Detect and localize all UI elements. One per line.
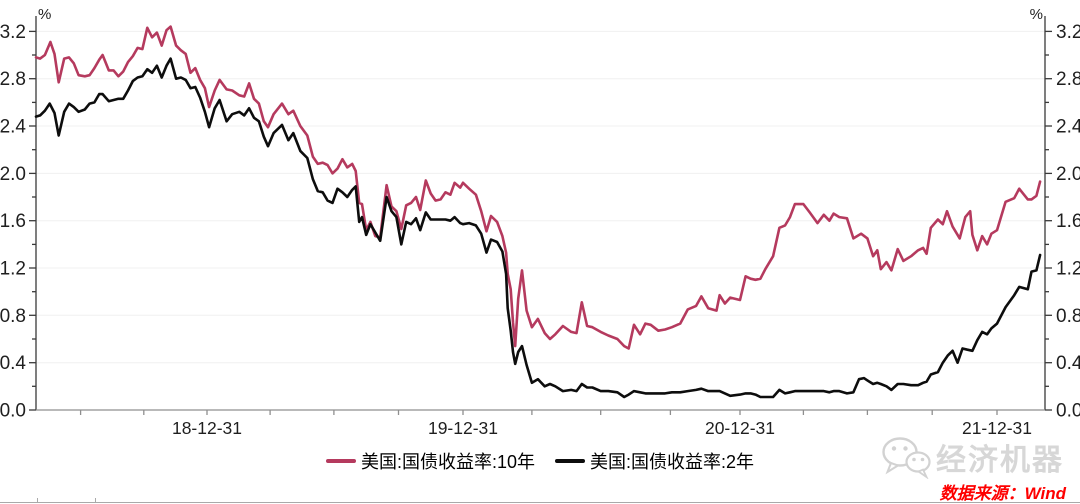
svg-text:20-12-31: 20-12-31 <box>705 418 775 438</box>
svg-text:2.4: 2.4 <box>0 117 26 138</box>
svg-text:1.2: 1.2 <box>1056 259 1080 280</box>
watermark: 经济机器 <box>880 435 1064 479</box>
legend-label-10y: 美国:国债收益率:10年 <box>360 452 535 472</box>
svg-text:2.8: 2.8 <box>0 69 26 90</box>
svg-text:2.8: 2.8 <box>1056 69 1080 90</box>
svg-text:0.4: 0.4 <box>0 353 26 374</box>
svg-text:0.0: 0.0 <box>1056 401 1080 422</box>
bottom-divider-notch <box>37 498 38 502</box>
legend-swatch-10y <box>325 459 356 463</box>
svg-text:0.8: 0.8 <box>0 306 26 327</box>
data-source-note: 数据来源：Wind <box>939 484 1066 503</box>
bottom-divider <box>0 502 1080 503</box>
legend-swatch-2y <box>555 459 585 463</box>
svg-text:%: % <box>38 6 51 23</box>
svg-text:0.4: 0.4 <box>1056 353 1080 374</box>
svg-text:3.2: 3.2 <box>1056 22 1080 43</box>
svg-text:21-12-31: 21-12-31 <box>962 418 1032 438</box>
svg-text:%: % <box>1030 6 1043 23</box>
legend-label-2y: 美国:国债收益率:2年 <box>590 452 755 472</box>
svg-text:0.8: 0.8 <box>1056 306 1080 327</box>
svg-text:19-12-31: 19-12-31 <box>428 418 498 438</box>
svg-text:1.2: 1.2 <box>0 259 26 280</box>
legend: 美国:国债收益率:10年 美国:国债收益率:2年 <box>0 448 1080 474</box>
svg-text:0.0: 0.0 <box>0 401 26 422</box>
svg-text:18-12-31: 18-12-31 <box>172 418 242 438</box>
svg-text:2.4: 2.4 <box>1056 117 1080 138</box>
svg-text:2.0: 2.0 <box>0 164 26 185</box>
legend-item-2y[interactable]: 美国:国债收益率:2年 <box>555 448 754 474</box>
svg-text:2.0: 2.0 <box>1056 164 1080 185</box>
bottom-divider-notch <box>95 498 96 502</box>
svg-text:1.6: 1.6 <box>0 211 26 232</box>
legend-item-10y[interactable]: 美国:国债收益率:10年 <box>325 448 535 474</box>
svg-text:1.6: 1.6 <box>1056 211 1080 232</box>
svg-text:3.2: 3.2 <box>0 22 26 43</box>
wechat-icon <box>882 437 931 479</box>
watermark-text: 经济机器 <box>936 444 1064 477</box>
